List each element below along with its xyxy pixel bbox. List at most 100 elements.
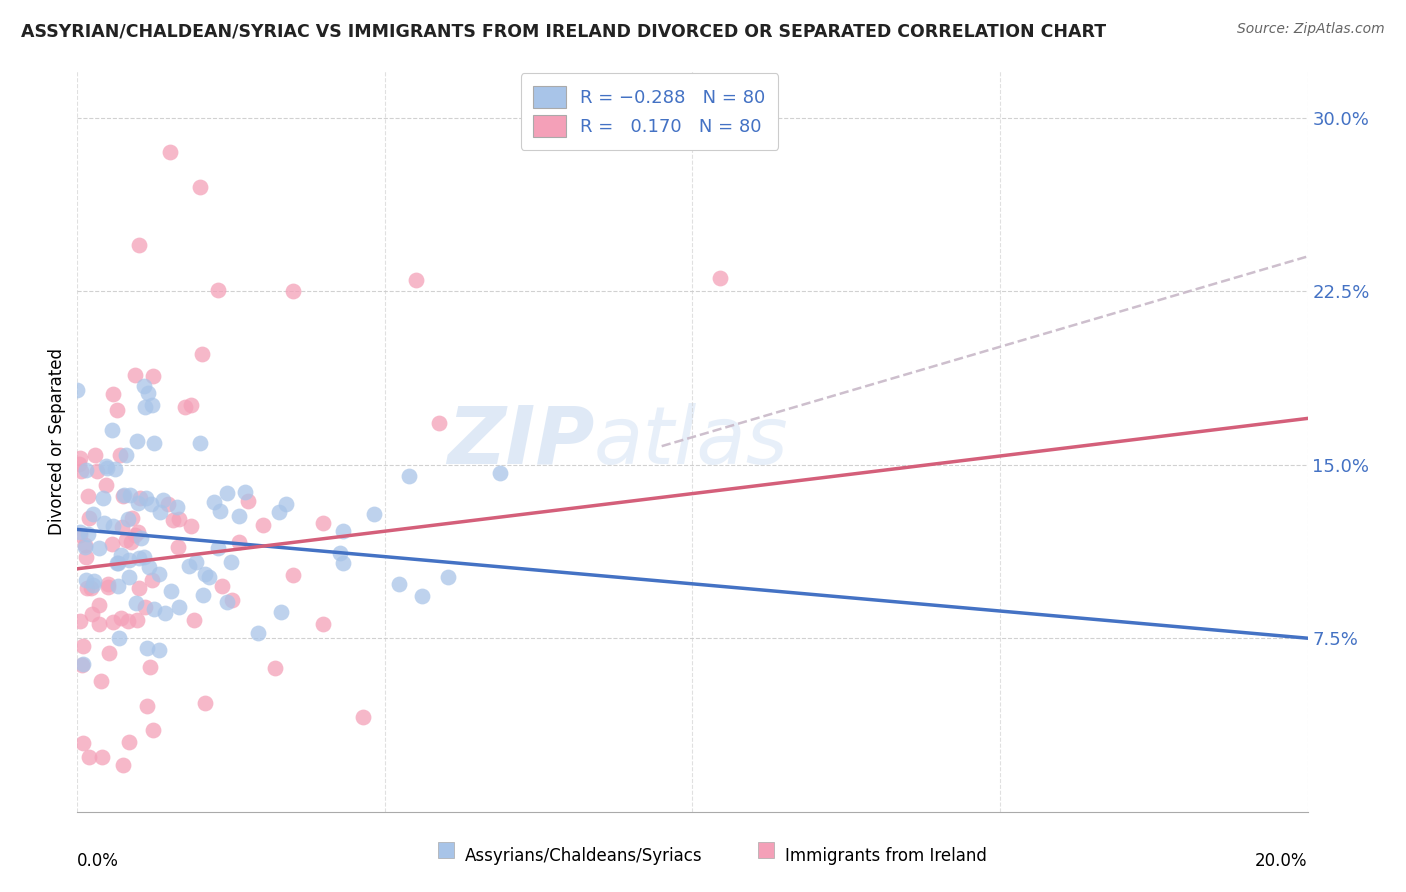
Point [180, 519, 202, 533]
Point [97, 577, 120, 591]
Point [69, 527, 91, 541]
Point [82, 577, 104, 591]
Point [398, 469, 420, 483]
Point [193, 588, 215, 602]
Point [112, 487, 135, 501]
Point [76, 581, 98, 595]
Point [489, 467, 512, 481]
Point [143, 435, 166, 450]
Point [101, 423, 124, 437]
Point [72, 639, 94, 653]
Point [82, 607, 104, 622]
Point [124, 528, 146, 542]
Point [136, 386, 159, 401]
Point [135, 491, 157, 505]
Point [77, 511, 100, 525]
Point [167, 599, 190, 614]
Point [124, 368, 146, 382]
Point [104, 462, 127, 476]
Point [96, 580, 118, 594]
Point [188, 436, 211, 450]
Point [202, 495, 225, 509]
Text: 0.0%: 0.0% [77, 853, 120, 871]
Point [427, 417, 450, 431]
Point [142, 369, 165, 384]
Point [219, 555, 242, 569]
Point [134, 600, 156, 615]
Point [194, 696, 217, 710]
Point [117, 735, 139, 749]
Point [162, 513, 184, 527]
Point [75, 463, 97, 477]
Point [70, 658, 93, 673]
Point [117, 512, 139, 526]
Point [94, 478, 117, 492]
Point [177, 559, 200, 574]
Point [101, 518, 124, 533]
Point [238, 494, 260, 508]
Point [107, 579, 129, 593]
Point [69, 451, 91, 466]
Point [136, 640, 159, 655]
Point [128, 581, 150, 595]
Point [75, 538, 97, 552]
Text: Assyrians/Chaldeans/Syriacs: Assyrians/Chaldeans/Syriacs [465, 847, 703, 865]
Point [142, 723, 165, 737]
Point [115, 533, 138, 547]
Legend: R = −0.288   N = 80, R =   0.170   N = 80: R = −0.288 N = 80, R = 0.170 N = 80 [520, 73, 778, 150]
Point [160, 583, 183, 598]
Point [139, 497, 162, 511]
Point [148, 566, 170, 581]
Point [101, 387, 124, 401]
Point [125, 596, 148, 610]
Point [184, 555, 207, 569]
Point [70, 463, 93, 477]
Point [77, 489, 100, 503]
Point [329, 546, 352, 560]
Point [120, 535, 142, 549]
Point [207, 541, 229, 555]
Point [217, 595, 239, 609]
Point [281, 284, 304, 298]
Point [103, 615, 125, 629]
Point [69, 524, 91, 539]
Point [112, 758, 135, 772]
Point [180, 398, 202, 412]
Point [84, 448, 107, 462]
Point [211, 579, 233, 593]
Point [312, 617, 335, 632]
Text: ZIP: ZIP [447, 402, 595, 481]
Point [98, 647, 121, 661]
Point [111, 489, 134, 503]
Point [174, 400, 197, 414]
Point [233, 485, 256, 500]
Point [121, 511, 143, 525]
Point [83, 574, 105, 588]
Point [252, 517, 274, 532]
Point [72, 657, 94, 671]
Point [312, 516, 335, 531]
Point [437, 569, 460, 583]
Point [129, 491, 152, 505]
Point [117, 614, 139, 628]
Point [125, 434, 148, 448]
Point [221, 593, 243, 607]
Point [276, 496, 298, 510]
Point [166, 500, 188, 514]
Point [96, 461, 118, 475]
Point [134, 400, 156, 414]
Point [155, 606, 177, 620]
Point [127, 496, 149, 510]
Point [411, 589, 433, 603]
Point [72, 735, 94, 749]
Point [228, 509, 250, 524]
Point [75, 550, 97, 565]
Point [228, 535, 250, 549]
Point [110, 548, 132, 562]
Text: atlas: atlas [595, 402, 789, 481]
Point [105, 556, 128, 570]
Point [118, 570, 141, 584]
Y-axis label: Divorced or Separated: Divorced or Separated [48, 348, 66, 535]
Point [66, 383, 89, 397]
Point [89, 598, 111, 612]
